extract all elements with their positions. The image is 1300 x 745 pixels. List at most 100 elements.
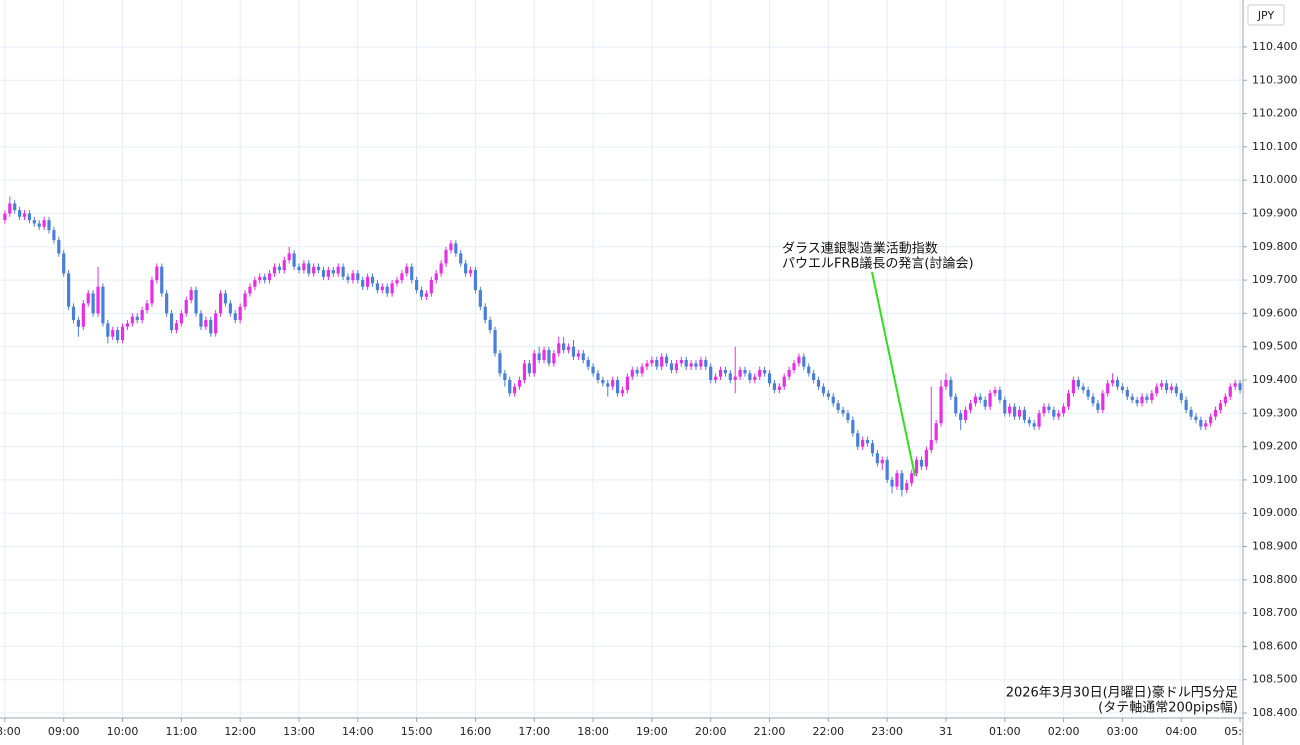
candle-body	[880, 459, 884, 464]
y-tick-label: 108.800	[1252, 573, 1298, 586]
candle-body	[8, 203, 12, 214]
candle-body	[527, 363, 531, 374]
candle-body	[71, 306, 76, 321]
candle-body	[674, 363, 678, 370]
candle-body	[204, 320, 208, 327]
candle-body	[174, 323, 179, 331]
candle-body	[326, 270, 330, 277]
candle-body	[552, 353, 556, 364]
candle-body	[253, 280, 257, 287]
candle-body	[346, 276, 350, 281]
candle-body	[444, 250, 448, 264]
candle-body	[248, 286, 252, 294]
candle-body	[1209, 416, 1213, 424]
candle-body	[1223, 396, 1227, 404]
candle-body	[1047, 406, 1051, 410]
candle-body	[709, 366, 713, 380]
candle-body	[459, 253, 463, 264]
candle-body	[905, 483, 909, 490]
candle-body	[1003, 399, 1007, 414]
candle-body	[135, 316, 139, 321]
candle-body	[155, 266, 159, 281]
candle-body	[841, 409, 845, 414]
candle-body	[988, 393, 992, 407]
candle-body	[302, 263, 306, 271]
candle-body	[214, 313, 218, 334]
candle-body	[312, 266, 316, 274]
candle-body	[581, 353, 585, 360]
candle-body	[576, 353, 580, 357]
x-tick-label: 09:00	[48, 725, 80, 738]
candle-body	[27, 213, 32, 221]
candle-body	[1199, 419, 1203, 427]
candle-body	[699, 359, 703, 367]
candle-body	[424, 293, 429, 297]
candle-body	[1091, 396, 1095, 404]
candle-body	[797, 356, 801, 364]
candle-body	[1218, 403, 1223, 410]
candle-body	[772, 383, 777, 390]
candle-body	[630, 369, 634, 377]
x-tick-label: 13:00	[283, 725, 315, 738]
candles	[3, 196, 1242, 497]
x-axis: 08:00 09:00 10:00 11:00 12:00 13:00 14:00 15:00…	[0, 718, 1243, 738]
x-tick-label: 18:00	[577, 725, 609, 738]
candle-body	[52, 230, 56, 241]
candle-body	[807, 366, 811, 374]
candle-body	[272, 266, 277, 274]
candle-body	[748, 373, 752, 380]
candle-body	[366, 276, 370, 287]
candle-body	[199, 313, 203, 327]
candle-body	[483, 306, 487, 321]
annotation-pointer	[871, 271, 916, 477]
candle-body	[537, 353, 541, 360]
candle-body	[792, 363, 796, 370]
candle-body	[1081, 386, 1085, 390]
candle-body	[1228, 386, 1232, 397]
y-tick-label: 109.800	[1252, 240, 1298, 253]
x-tick-label: 04:00	[1165, 725, 1197, 738]
candle-body	[993, 389, 997, 394]
candle-body	[160, 266, 164, 294]
candle-body	[400, 273, 404, 281]
candle-body	[405, 266, 409, 274]
candle-body	[1155, 386, 1159, 394]
candle-body	[439, 263, 443, 274]
x-tick-label: 08:00	[0, 725, 21, 738]
y-tick-label: 109.900	[1252, 206, 1298, 219]
candle-body	[650, 359, 654, 364]
y-tick-label: 109.300	[1252, 406, 1298, 419]
candle-body	[968, 403, 973, 410]
candle-body	[758, 369, 762, 377]
y-tick-label: 110.300	[1252, 73, 1298, 86]
candle-body	[258, 276, 262, 281]
x-tick-label: 02:00	[1048, 725, 1080, 738]
candle-body	[861, 439, 865, 447]
candle-body	[429, 280, 433, 294]
candle-body	[870, 443, 875, 454]
candle-body	[336, 266, 340, 274]
candle-body	[787, 369, 791, 377]
candle-body	[370, 276, 375, 284]
candle-body	[753, 376, 757, 380]
candle-body	[777, 386, 781, 390]
candle-body	[973, 396, 977, 404]
candle-body	[277, 266, 281, 271]
x-tick-label: 10:00	[107, 725, 139, 738]
candle-body	[508, 379, 512, 394]
x-tick-label: 21:00	[754, 725, 786, 738]
candle-body	[18, 210, 22, 217]
candle-body	[395, 280, 399, 284]
candle-body	[1008, 406, 1012, 414]
candle-body	[356, 273, 360, 281]
candle-body	[1012, 406, 1017, 417]
candle-body	[57, 240, 61, 254]
candle-body	[468, 270, 473, 274]
candle-body	[1042, 406, 1046, 414]
candle-body	[635, 369, 639, 374]
candle-body	[1037, 413, 1041, 427]
candle-body	[836, 403, 840, 410]
candle-body	[1032, 423, 1036, 427]
x-tick-label: 20:00	[695, 725, 727, 738]
y-tick-label: 108.700	[1252, 606, 1298, 619]
